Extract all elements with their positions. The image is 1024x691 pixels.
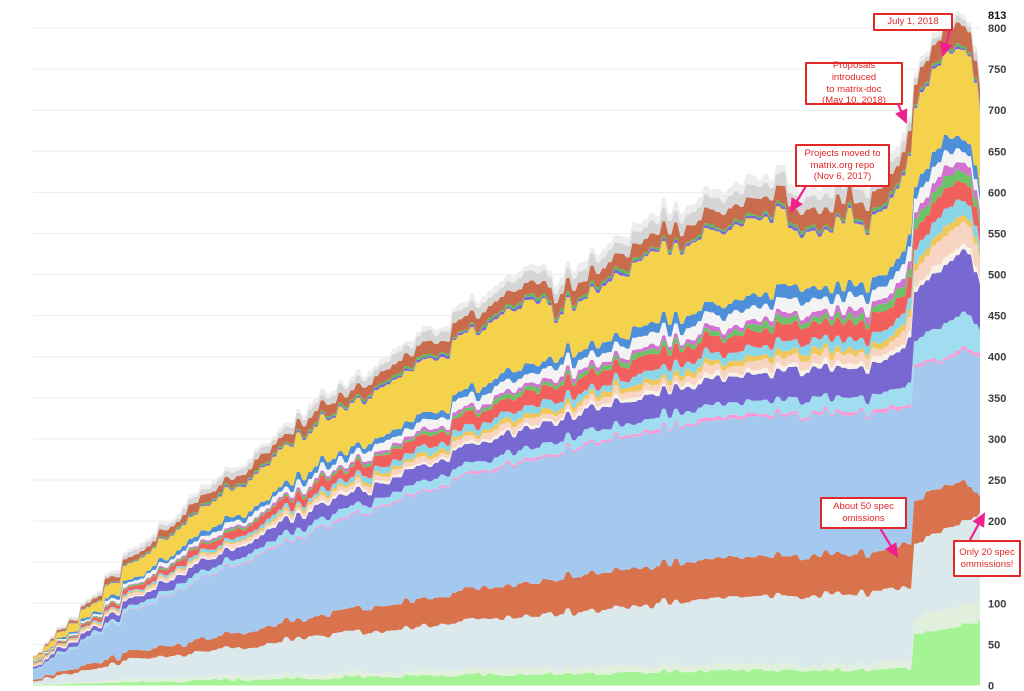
- annotation-about-50-omissions: About 50 spec omissions: [820, 497, 907, 529]
- annotation-text-line: to matrix-doc: [826, 83, 882, 95]
- y-axis-tick-label: 100: [988, 598, 1006, 610]
- annotation-text-line: omissions: [842, 513, 885, 524]
- y-axis-tick-labels: 0501001502002503003504004505005506006507…: [988, 23, 1006, 691]
- annotation-only-20-ommissions: Only 20 spec ommissions!: [953, 540, 1021, 577]
- annotation-text-line: July 1, 2018: [887, 16, 939, 28]
- y-axis-tick-label: 800: [988, 23, 1006, 35]
- y-axis-tick-label: 50: [988, 639, 1000, 651]
- y-axis-max-label: 813: [988, 10, 1007, 22]
- stacked-series: [33, 11, 980, 686]
- annotation-projects-moved: Projects moved to matrix.org repo (Nov 6, …: [795, 144, 890, 187]
- annotation-proposals-matrix-doc: Proposals introduced to matrix-doc (May 10…: [805, 60, 903, 107]
- annotation-text-line: ommissions!: [960, 558, 1014, 570]
- series-pale-green-area: [33, 599, 980, 685]
- y-axis-tick-label: 250: [988, 475, 1006, 487]
- y-axis-tick-label: 750: [988, 64, 1006, 76]
- annotation-text-line: Only 20 spec: [959, 546, 1015, 558]
- annotation-text-line: matrix.org repo: [810, 159, 875, 171]
- series-bright-green-area: [33, 619, 980, 686]
- y-axis-tick-label: 300: [988, 434, 1006, 446]
- annotation-text-line: About 50 spec: [833, 501, 894, 513]
- y-axis-tick-label: 700: [988, 105, 1006, 117]
- y-axis-tick-label: 200: [988, 516, 1006, 528]
- annotation-text-line: (May 10, 2018): [822, 95, 886, 107]
- annotation-text-line: Projects moved to: [804, 148, 881, 160]
- y-axis-tick-label: 350: [988, 393, 1006, 405]
- y-axis-tick-label: 500: [988, 270, 1006, 282]
- y-axis-tick-label: 0: [988, 681, 994, 691]
- y-axis-tick-label: 550: [988, 229, 1006, 241]
- y-axis-tick-label: 450: [988, 311, 1006, 323]
- annotation-text-line: Proposals introduced: [831, 60, 877, 83]
- y-axis-tick-label: 600: [988, 187, 1006, 199]
- y-axis-tick-label: 650: [988, 146, 1006, 158]
- annotation-july-1-2018: July 1, 2018: [873, 13, 953, 31]
- series-light-blue-area: [33, 349, 980, 680]
- y-axis-tick-label: 400: [988, 352, 1006, 364]
- series-yellow-area: [33, 49, 980, 660]
- series-pale-bluegray-area: [33, 512, 980, 685]
- annotation-text-line: (Nov 6, 2017): [813, 171, 872, 183]
- series-orange-area: [33, 480, 980, 682]
